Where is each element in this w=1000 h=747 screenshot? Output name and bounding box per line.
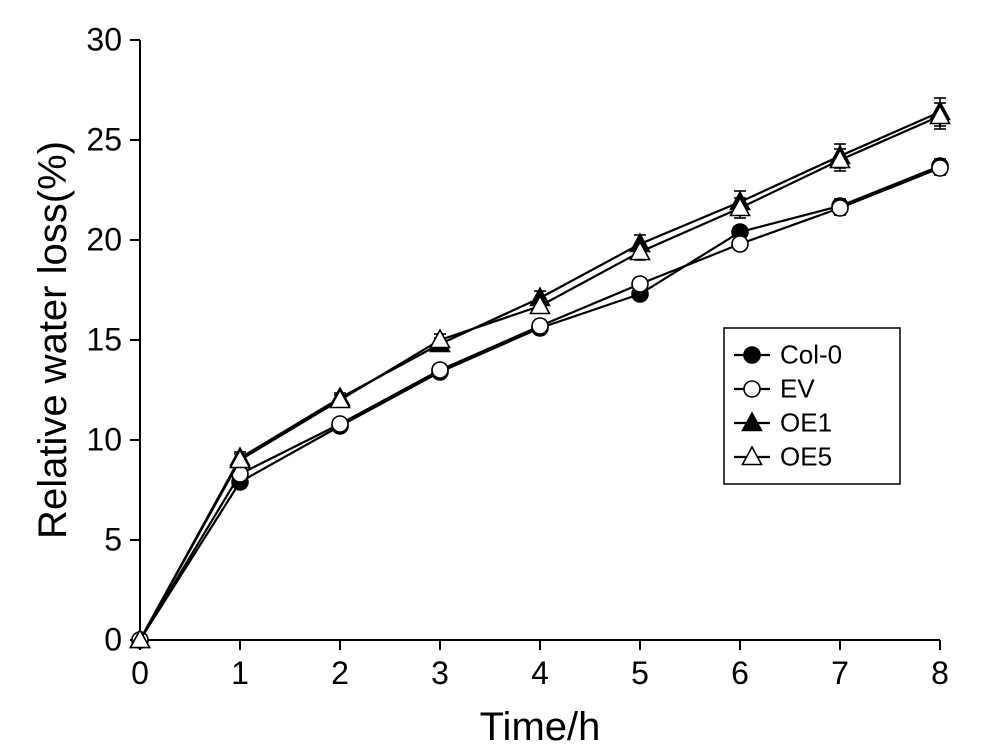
y-tick-label: 15 [86, 322, 122, 358]
legend-label: EV [780, 374, 815, 404]
y-tick-label: 25 [86, 122, 122, 158]
y-tick-label: 30 [86, 22, 122, 58]
x-tick-label: 5 [631, 655, 649, 691]
x-tick-label: 8 [931, 655, 949, 691]
legend-label: Col-0 [780, 340, 842, 370]
x-tick-label: 3 [431, 655, 449, 691]
y-tick-label: 20 [86, 222, 122, 258]
y-tick-label: 0 [104, 622, 122, 658]
x-tick-label: 6 [731, 655, 749, 691]
x-tick-label: 7 [831, 655, 849, 691]
x-tick-label: 0 [131, 655, 149, 691]
legend-label: OE1 [780, 408, 832, 438]
x-tick-label: 4 [531, 655, 549, 691]
legend: Col-0 EV OE1 OE5 [724, 328, 900, 484]
y-axis-label: Relative water loss(%) [31, 141, 75, 539]
y-tick-label: 10 [86, 422, 122, 458]
x-tick-label: 1 [231, 655, 249, 691]
y-tick-label: 5 [104, 522, 122, 558]
legend-label: OE5 [780, 442, 832, 472]
x-tick-label: 2 [331, 655, 349, 691]
x-axis-label: Time/h [480, 705, 601, 747]
water-loss-line-chart: 0 1 2 3 4 5 6 7 8 0 5 10 15 20 25 30 Time/h Relative wate… [0, 0, 1000, 747]
